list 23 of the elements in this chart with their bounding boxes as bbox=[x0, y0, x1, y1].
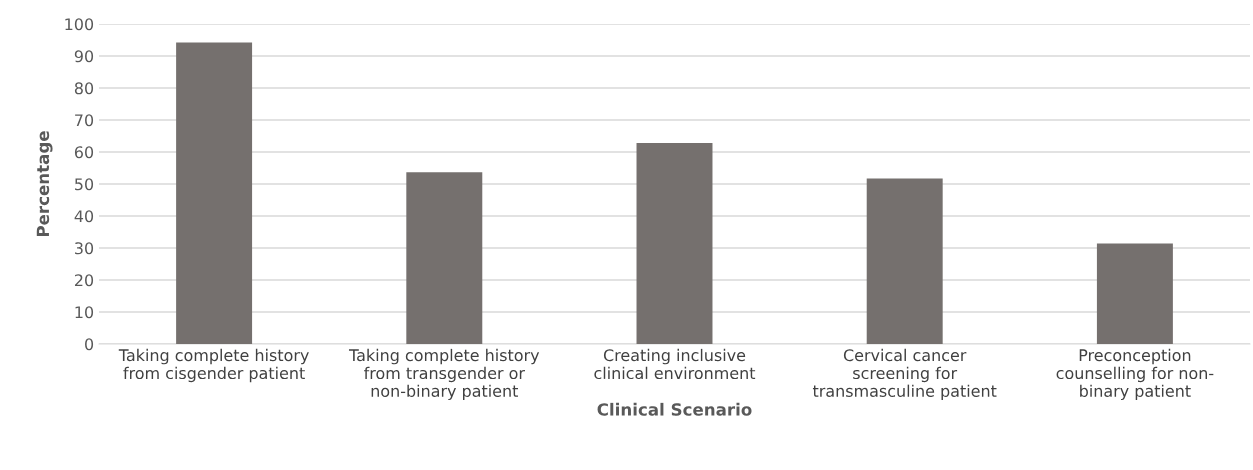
y-tick-label: 20 bbox=[74, 274, 94, 287]
bar bbox=[636, 143, 713, 344]
y-tick-label: 80 bbox=[74, 82, 94, 95]
bar bbox=[176, 42, 253, 344]
x-tick-label: Taking complete history from transgender or non-binary patient bbox=[348, 348, 540, 401]
y-tick-label: 30 bbox=[75, 242, 94, 255]
y-tick-label: 100 bbox=[65, 18, 94, 31]
x-tick-label: Cervical cancer screening for transmasculine patient bbox=[812, 348, 997, 401]
bar bbox=[866, 178, 943, 344]
y-tick-label: 60 bbox=[74, 146, 94, 159]
x-axis-title: Clinical Scenario bbox=[597, 402, 752, 416]
x-tick-label: Creating inclusive clinical environment bbox=[594, 348, 756, 380]
y-axis-title: Percentage bbox=[36, 131, 53, 237]
bar bbox=[406, 172, 483, 344]
y-tick-label: 40 bbox=[74, 210, 94, 223]
y-tick-label: 90 bbox=[74, 50, 94, 63]
y-tick-label: 0 bbox=[85, 338, 94, 351]
y-tick-label: 10 bbox=[75, 306, 94, 319]
x-tick-label: Taking complete history from cisgender patient bbox=[118, 348, 309, 383]
bar bbox=[1096, 243, 1173, 344]
y-tick-label: 50 bbox=[75, 178, 94, 191]
x-tick-label: Preconception counselling for non- binary patient bbox=[1056, 348, 1214, 401]
y-tick-label: 70 bbox=[75, 114, 94, 127]
